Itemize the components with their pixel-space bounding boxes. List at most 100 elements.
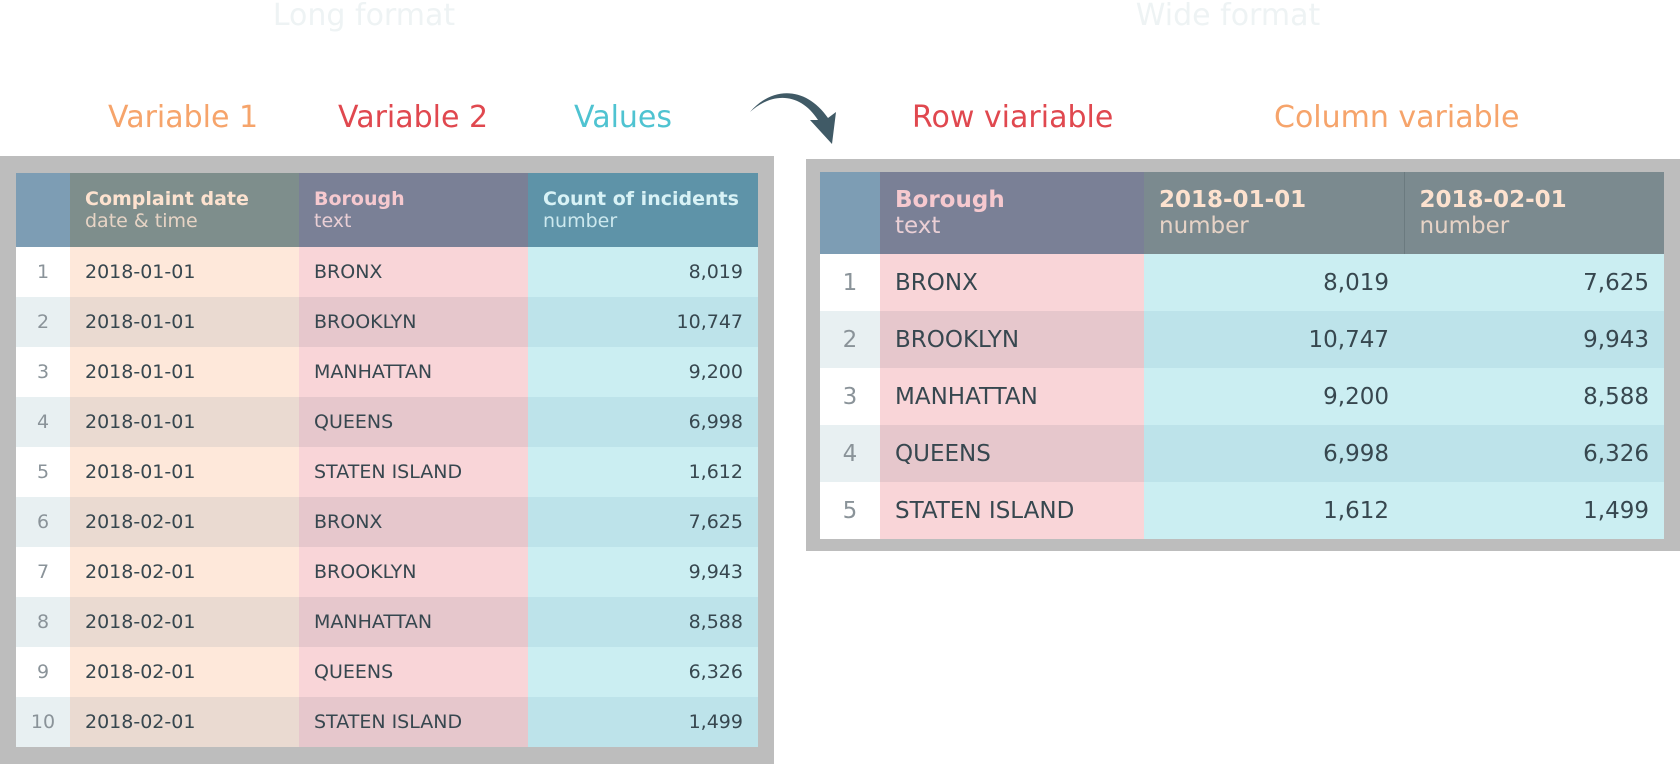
- index-header: [820, 172, 880, 254]
- table-row: 5 2018-01-01 STATEN ISLAND 1,612: [16, 447, 758, 497]
- column-variable-label: Column variable: [1274, 100, 1520, 135]
- row-index: 3: [820, 368, 880, 425]
- wide-format-title: Wide format: [1135, 0, 1321, 33]
- borough-cell: BRONX: [299, 497, 528, 547]
- date-cell: 2018-02-01: [70, 597, 299, 647]
- count-cell: 9,200: [1144, 368, 1404, 425]
- row-index: 2: [820, 311, 880, 368]
- row-index: 8: [16, 597, 70, 647]
- column-header: Borough text: [299, 173, 528, 247]
- count-cell: 8,588: [528, 597, 758, 647]
- table-row: 6 2018-02-01 BRONX 7,625: [16, 497, 758, 547]
- table-row: 7 2018-02-01 BROOKLYN 9,943: [16, 547, 758, 597]
- row-index: 9: [16, 647, 70, 697]
- table-row: 9 2018-02-01 QUEENS 6,326: [16, 647, 758, 697]
- date-cell: 2018-01-01: [70, 347, 299, 397]
- column-header: Count of incidents number: [528, 173, 758, 247]
- date-cell: 2018-02-01: [70, 497, 299, 547]
- values-label: Values: [574, 100, 673, 135]
- column-header: 2018-01-01 number: [1144, 172, 1405, 254]
- header-type: text: [895, 213, 941, 239]
- borough-cell: MANHATTAN: [299, 597, 528, 647]
- date-cell: 2018-01-01: [70, 447, 299, 497]
- borough-cell: BROOKLYN: [299, 547, 528, 597]
- row-index: 7: [16, 547, 70, 597]
- count-cell: 1,612: [528, 447, 758, 497]
- header-title: Complaint date: [85, 188, 249, 210]
- date-cell: 2018-01-01: [70, 297, 299, 347]
- header-title: 2018-02-01: [1419, 187, 1567, 213]
- row-index: 2: [16, 297, 70, 347]
- count-cell: 7,625: [1404, 254, 1664, 311]
- row-index: 1: [16, 247, 70, 297]
- column-header: Complaint date date & time: [70, 173, 299, 247]
- count-cell: 6,998: [1144, 425, 1404, 482]
- long-format-title: Long format: [272, 0, 456, 33]
- row-index: 6: [16, 497, 70, 547]
- count-cell: 9,200: [528, 347, 758, 397]
- header-title: Borough: [314, 188, 405, 210]
- date-cell: 2018-02-01: [70, 647, 299, 697]
- row-index: 3: [16, 347, 70, 397]
- count-cell: 9,943: [1404, 311, 1664, 368]
- count-cell: 9,943: [528, 547, 758, 597]
- borough-cell: STATEN ISLAND: [880, 482, 1144, 539]
- header-title: 2018-01-01: [1159, 187, 1307, 213]
- borough-cell: BROOKLYN: [299, 297, 528, 347]
- variable-1-label: Variable 1: [108, 100, 259, 135]
- count-cell: 1,612: [1144, 482, 1404, 539]
- borough-cell: MANHATTAN: [299, 347, 528, 397]
- borough-cell: QUEENS: [299, 397, 528, 447]
- column-header: 2018-02-01 number: [1404, 172, 1664, 254]
- table-row: 2 2018-01-01 BROOKLYN 10,747: [16, 297, 758, 347]
- table-row: 4 2018-01-01 QUEENS 6,998: [16, 397, 758, 447]
- curved-arrow-right-icon: [750, 93, 836, 144]
- row-variable-label: Row viariable: [912, 100, 1114, 135]
- count-cell: 10,747: [1144, 311, 1404, 368]
- count-cell: 8,019: [528, 247, 758, 297]
- row-index: 10: [16, 697, 70, 747]
- table-row: 8 2018-02-01 MANHATTAN 8,588: [16, 597, 758, 647]
- borough-cell: MANHATTAN: [880, 368, 1144, 425]
- table-row: 4 QUEENS 6,998 6,326: [820, 425, 1664, 482]
- date-cell: 2018-01-01: [70, 397, 299, 447]
- row-index: 4: [820, 425, 880, 482]
- table-row: 10 2018-02-01 STATEN ISLAND 1,499: [16, 697, 758, 747]
- table-row: 1 BRONX 8,019 7,625: [820, 254, 1664, 311]
- date-cell: 2018-02-01: [70, 547, 299, 597]
- count-cell: 6,326: [528, 647, 758, 697]
- borough-cell: STATEN ISLAND: [299, 447, 528, 497]
- date-cell: 2018-02-01: [70, 697, 299, 747]
- row-index: 5: [16, 447, 70, 497]
- borough-cell: QUEENS: [299, 647, 528, 697]
- date-cell: 2018-01-01: [70, 247, 299, 297]
- count-cell: 8,588: [1404, 368, 1664, 425]
- column-header: Borough text: [880, 172, 1144, 254]
- table-row: 2 BROOKLYN 10,747 9,943: [820, 311, 1664, 368]
- row-index: 5: [820, 482, 880, 539]
- borough-cell: BROOKLYN: [880, 311, 1144, 368]
- table-row: 1 2018-01-01 BRONX 8,019: [16, 247, 758, 297]
- count-cell: 1,499: [1404, 482, 1664, 539]
- header-type: number: [1419, 213, 1510, 239]
- header-type: number: [543, 210, 618, 232]
- header-type: text: [314, 210, 352, 232]
- index-header: [16, 173, 70, 247]
- count-cell: 6,326: [1404, 425, 1664, 482]
- count-cell: 1,499: [528, 697, 758, 747]
- table-row: 3 MANHATTAN 9,200 8,588: [820, 368, 1664, 425]
- count-cell: 10,747: [528, 297, 758, 347]
- table-row: 5 STATEN ISLAND 1,612 1,499: [820, 482, 1664, 539]
- wide-format-table: Borough text 2018-01-01 number 2018-02-0…: [820, 172, 1664, 539]
- header-title: Borough: [895, 187, 1005, 213]
- borough-cell: BRONX: [880, 254, 1144, 311]
- header-title: Count of incidents: [543, 188, 739, 210]
- borough-cell: BRONX: [299, 247, 528, 297]
- borough-cell: QUEENS: [880, 425, 1144, 482]
- table-row: 3 2018-01-01 MANHATTAN 9,200: [16, 347, 758, 397]
- variable-2-label: Variable 2: [338, 100, 489, 135]
- count-cell: 6,998: [528, 397, 758, 447]
- header-type: number: [1159, 213, 1249, 239]
- row-index: 4: [16, 397, 70, 447]
- row-index: 1: [820, 254, 880, 311]
